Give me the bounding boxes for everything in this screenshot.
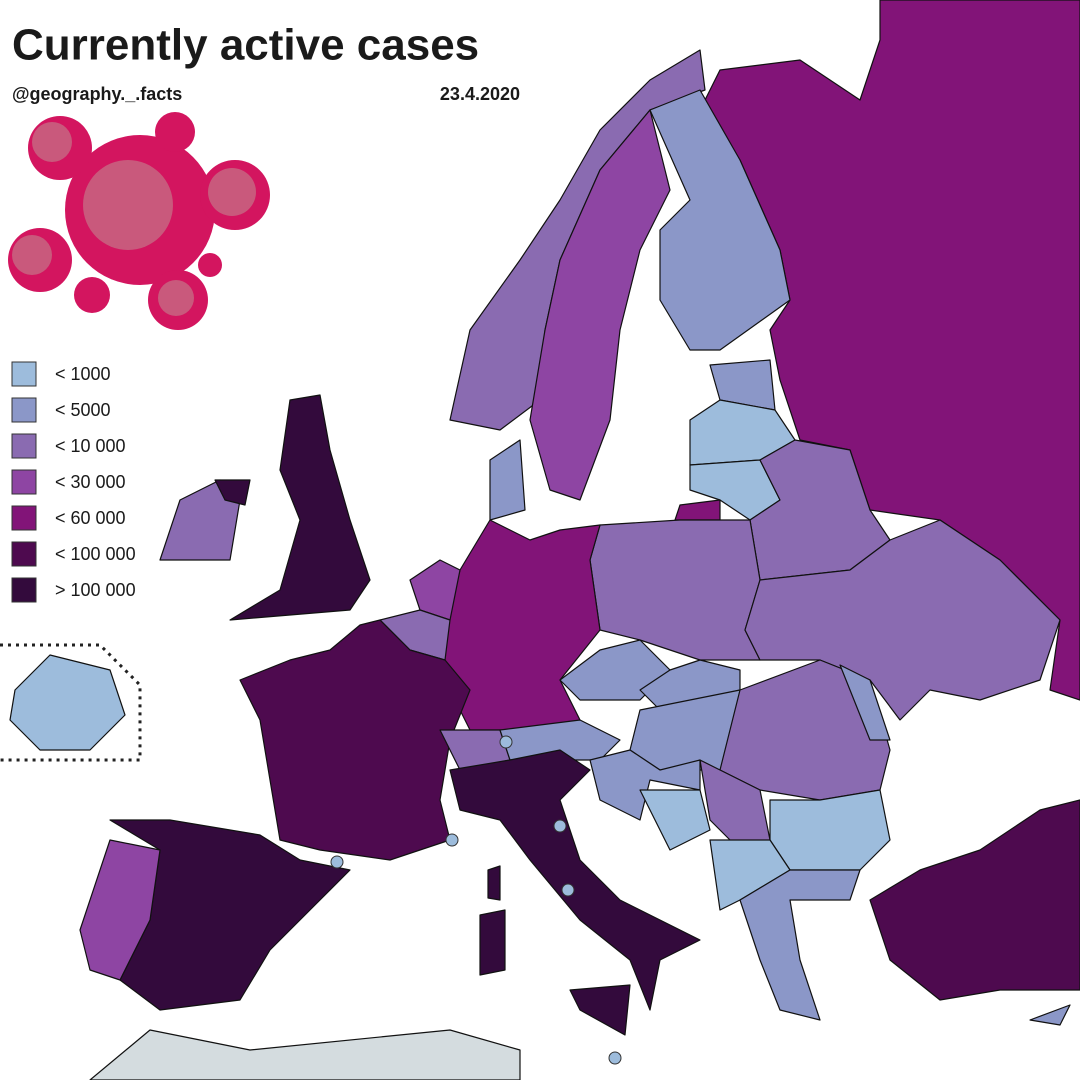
legend: < 1000 < 5000 < 10 000 < 30 000 < 60 000 < 10… <box>11 361 136 603</box>
vatican <box>561 883 575 897</box>
italy <box>449 749 701 1011</box>
legend-label: > 100 000 <box>55 580 136 600</box>
andorra <box>330 855 344 869</box>
greece <box>739 869 861 1021</box>
legend-swatch <box>11 361 37 387</box>
ukraine <box>744 519 1061 721</box>
portugal <box>79 839 161 981</box>
virus-highlight <box>32 122 72 162</box>
virus-spike <box>155 112 195 152</box>
legend-swatch <box>11 505 37 531</box>
sicily <box>569 984 631 1036</box>
handle: @geography._.facts <box>12 84 182 104</box>
legend-label: < 5000 <box>55 400 111 420</box>
netherlands <box>409 559 461 621</box>
malta <box>608 1051 622 1065</box>
legend-swatch <box>11 433 37 459</box>
cyprus <box>1029 1004 1071 1026</box>
virus-spike <box>74 277 110 313</box>
finland <box>649 89 791 351</box>
title: Currently active cases <box>12 21 479 70</box>
legend-swatch <box>11 577 37 603</box>
sweden <box>529 109 671 501</box>
microstates <box>330 735 622 1065</box>
legend-label: < 1000 <box>55 364 111 384</box>
austria <box>499 719 621 761</box>
legend-label: < 100 000 <box>55 544 136 564</box>
san-marino <box>553 819 567 833</box>
date: 23.4.2020 <box>440 84 520 104</box>
turkey <box>869 799 1080 1001</box>
legend-swatch <box>11 469 37 495</box>
north-africa <box>89 1029 521 1080</box>
corsica <box>487 865 501 901</box>
virus-highlight <box>83 160 173 250</box>
russia <box>699 0 1080 701</box>
northern-ireland <box>214 479 251 506</box>
moldova <box>839 664 891 741</box>
legend-label: < 10 000 <box>55 436 126 456</box>
virus-highlight <box>208 168 256 216</box>
virus-highlight <box>158 280 194 316</box>
liechtenstein <box>499 735 513 749</box>
virus-highlight <box>12 235 52 275</box>
legend-swatch <box>11 541 37 567</box>
iceland <box>9 654 126 751</box>
virus-icon <box>8 112 270 330</box>
legend-swatch <box>11 397 37 423</box>
bulgaria <box>769 789 891 871</box>
sardinia <box>479 909 506 976</box>
legend-label: < 30 000 <box>55 472 126 492</box>
united-kingdom <box>229 394 371 621</box>
bosnia <box>639 789 711 851</box>
virus-spike <box>198 253 222 277</box>
legend-label: < 60 000 <box>55 508 126 528</box>
denmark <box>489 439 526 521</box>
inset-frame <box>0 643 142 762</box>
monaco <box>445 833 459 847</box>
